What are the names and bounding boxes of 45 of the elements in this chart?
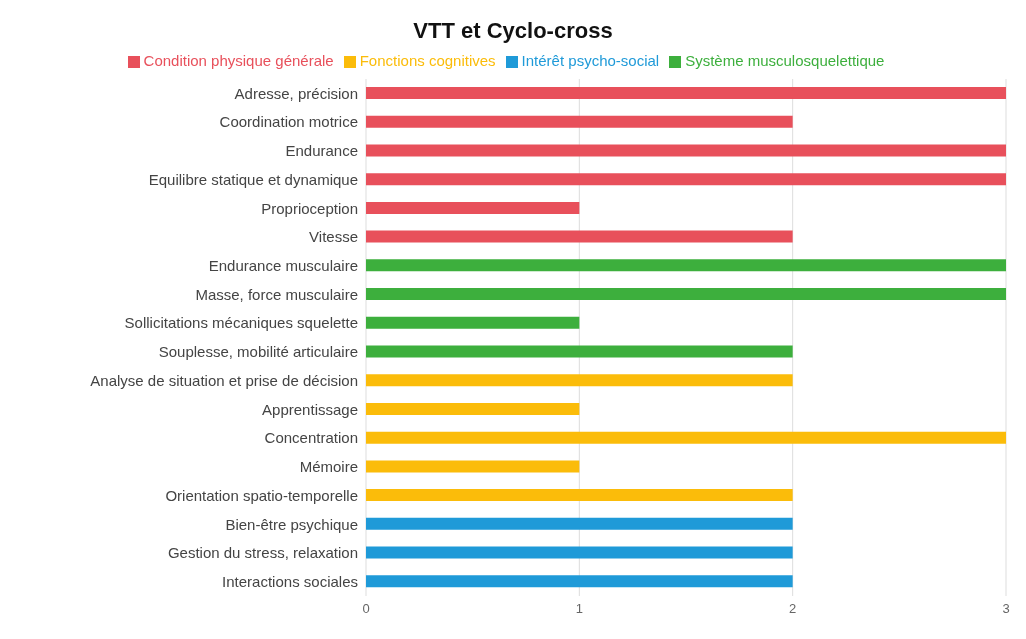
y-tick-label: Endurance musculaire (208, 257, 358, 275)
bar (366, 431, 1006, 444)
bar (366, 489, 793, 502)
y-tick-label: Adresse, précision (234, 84, 358, 102)
legend-label: Intérêt psycho-social (521, 52, 660, 69)
y-tick-label: Coordination motrice (219, 113, 358, 131)
bar (366, 230, 793, 243)
bar (366, 517, 793, 530)
bar (366, 201, 580, 214)
bar (366, 115, 793, 128)
bar (366, 402, 580, 415)
x-tick-label: 0 (362, 601, 370, 617)
y-tick-label: Analyse de situation et prise de décision (90, 371, 358, 389)
x-tick-label: 1 (575, 601, 583, 617)
x-tick-label: 3 (1002, 601, 1010, 617)
y-tick-label: Souplesse, mobilité articulaire (158, 343, 358, 361)
y-tick-label: Bien-être psychique (225, 515, 358, 533)
y-tick-label: Orientation spatio-temporelle (165, 486, 358, 504)
y-tick-label: Apprentissage (262, 400, 358, 418)
y-tick-label: Mémoire (299, 458, 358, 476)
y-tick-label: Sollicitations mécaniques squelette (124, 314, 358, 332)
bar (366, 144, 1006, 157)
y-tick-label: Masse, force musculaire (195, 285, 358, 303)
y-tick-label: Gestion du stress, relaxation (167, 544, 358, 562)
bar (366, 546, 793, 559)
bar (366, 259, 1006, 272)
y-tick-label: Equilibre statique et dynamique (148, 170, 358, 188)
bar (366, 460, 580, 473)
y-tick-label: Endurance (285, 142, 358, 160)
y-tick-label: Proprioception (261, 199, 358, 217)
bar (366, 173, 1006, 186)
bar (366, 288, 1006, 301)
bar (366, 575, 793, 588)
bar (366, 345, 793, 358)
y-tick-label: Concentration (264, 429, 358, 447)
y-tick-label: Interactions sociales (222, 572, 358, 590)
bar (366, 87, 1006, 99)
x-tick-label: 2 (789, 601, 797, 617)
legend-label: Condition physique générale (143, 52, 334, 69)
legend-label: Système musculosquelettique (685, 52, 885, 69)
legend-label: Fonctions cognitives (359, 52, 496, 69)
chart-title: VTT et Cyclo-cross (412, 17, 614, 44)
bar (366, 316, 580, 329)
bar (366, 374, 793, 387)
y-tick-label: Vitesse (309, 228, 358, 246)
